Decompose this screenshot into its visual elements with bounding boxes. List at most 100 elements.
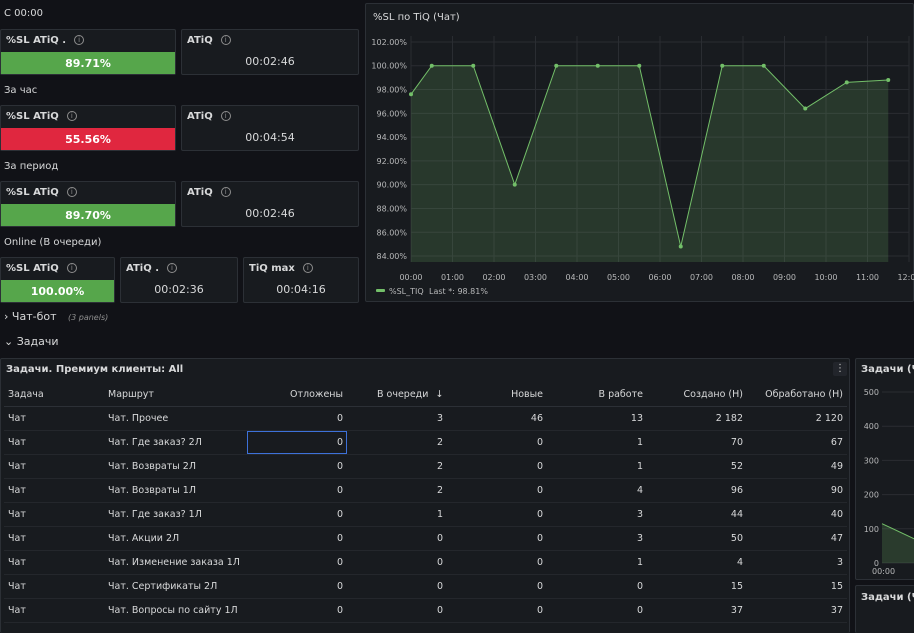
table-row[interactable]: Чат Чат. Где заказ? 1Л 0 1 0 3 44 40 [4, 502, 847, 527]
data-point[interactable] [512, 182, 517, 187]
cell-task: Чат [4, 430, 104, 455]
cell-new: 0 [447, 454, 547, 479]
stat-panel-since-atiq[interactable]: ATiQ i 00:02:46 [181, 29, 359, 75]
info-icon[interactable]: i [66, 263, 77, 273]
table-row[interactable]: Чат Чат. Вопросы по сайту 1Л 0 0 0 0 37 37 [4, 598, 847, 623]
cell-processed: 49 [747, 454, 847, 479]
stat-panel-since-sl[interactable]: %SL ATiQ . i 89.71% [0, 29, 176, 75]
sl-chart-panel[interactable]: %SL по TiQ (Чат) 84.00% 86.00% 88.00% 90.00… [365, 3, 914, 302]
stat-panel-online-sl[interactable]: %SL ATiQ i 100.00% [0, 257, 115, 303]
chart-legend[interactable]: %SL_TIQ Last *: 98.81% [376, 287, 488, 296]
column-header-in-queue[interactable]: В очереди ↓ [347, 383, 447, 407]
data-point[interactable] [471, 63, 476, 68]
info-icon[interactable]: i [167, 263, 177, 273]
table-row[interactable]: Чат Чат. Возвраты 2Л 0 2 0 1 52 49 [4, 454, 847, 479]
cell-processed: 2 120 [747, 406, 847, 431]
data-point[interactable] [803, 106, 808, 111]
cell-route: Чат. Акции 2Л [104, 526, 247, 551]
y-tick-label: 102.00% [371, 38, 407, 47]
cell-processed: 40 [747, 502, 847, 527]
data-point[interactable] [595, 63, 600, 68]
cell-in-progress: 1 [547, 430, 647, 455]
stat-panel-hour-atiq[interactable]: ATiQ i 00:04:54 [181, 105, 359, 151]
stat-panel-online-atiq[interactable]: ATiQ . i 00:02:36 [120, 257, 238, 303]
y-tick-label: 200 [864, 491, 879, 500]
column-header-in-progress[interactable]: В работе [547, 383, 647, 407]
data-point[interactable] [409, 92, 413, 97]
series-area [411, 65, 889, 262]
stat-title: %SL ATiQ [6, 187, 59, 198]
cell-in-progress: 4 [547, 478, 647, 503]
data-point[interactable] [637, 63, 642, 68]
cell-in-queue: 1 [347, 502, 447, 527]
cell-created: 96 [647, 478, 747, 503]
table-row[interactable]: Чат Чат. Возвраты 1Л 0 2 0 4 96 90 [4, 478, 847, 503]
stat-panel-period-sl[interactable]: %SL ATiQ i 89.70% [0, 181, 176, 227]
stat-panel-period-atiq[interactable]: ATiQ i 00:02:46 [181, 181, 359, 227]
column-header-postponed[interactable]: Отложены [247, 383, 347, 407]
cell-created: 50 [647, 526, 747, 551]
cell-processed: 90 [747, 478, 847, 503]
cell-in-progress: 0 [547, 574, 647, 599]
x-tick-label: 07:00 [690, 273, 713, 282]
cell-task: Чат [4, 598, 104, 623]
info-icon[interactable]: i [220, 111, 231, 121]
data-point[interactable] [844, 80, 849, 85]
data-point[interactable] [886, 78, 891, 83]
x-tick-label: 08:00 [731, 273, 754, 282]
section-hour-label: За час [4, 85, 38, 96]
stat-title: ATiQ [187, 111, 213, 122]
cell-postponed: 0 [247, 478, 347, 503]
cell-in-queue: 0 [347, 526, 447, 551]
menu-icon: ⋮ [835, 363, 845, 374]
row-chatbot[interactable]: › Чат-бот (3 panels) [4, 310, 108, 323]
cell-postponed: 0 [247, 454, 347, 479]
x-tick-label: 11:00 [856, 273, 879, 282]
cell-new: 0 [447, 598, 547, 623]
info-icon[interactable]: i [220, 187, 231, 197]
table-row[interactable]: Чат Чат. Прочее 0 3 46 13 2 182 2 120 [4, 406, 847, 431]
row-tasks[interactable]: ⌄ Задачи [4, 335, 59, 348]
cell-created: 15 [647, 574, 747, 599]
tasks-table-panel[interactable]: Задачи. Премиум клиенты: All ⋮ Задача Ма… [0, 358, 850, 633]
info-icon[interactable]: i [66, 187, 77, 197]
table-row[interactable]: Чат Чат. Где заказ? 2Л 0 2 0 1 70 67 [4, 430, 847, 455]
info-icon[interactable]: i [74, 35, 85, 45]
data-point[interactable] [720, 63, 725, 68]
column-header-task[interactable]: Задача [4, 383, 104, 407]
panel-menu-button[interactable]: ⋮ [833, 362, 847, 376]
row-tasks-title: Задачи [16, 335, 59, 348]
stat-panel-online-tiq-max[interactable]: TiQ max i 00:04:16 [243, 257, 359, 303]
column-header-new[interactable]: Новые [447, 383, 547, 407]
data-point[interactable] [429, 63, 434, 68]
x-tick-label: 09:00 [773, 273, 796, 282]
info-icon[interactable]: i [220, 35, 231, 45]
data-point[interactable] [761, 63, 766, 68]
tasks-chart-panel[interactable]: Задачи (Чат 500 400 300 200 100 0 00:00 [855, 358, 914, 580]
info-icon[interactable]: i [66, 111, 77, 121]
info-icon[interactable]: i [302, 263, 313, 273]
table-row[interactable]: Чат Чат. Сертификаты 2Л 0 0 0 0 15 15 [4, 574, 847, 599]
column-header-processed[interactable]: Обработано (Н) [747, 383, 847, 407]
table-row[interactable]: Чат Чат. Акции 2Л 0 0 0 3 50 47 [4, 526, 847, 551]
column-header-route[interactable]: Маршрут [104, 383, 247, 407]
section-period-label: За период [4, 161, 59, 172]
column-header-created[interactable]: Создано (Н) [647, 383, 747, 407]
table-title: Задачи. Премиум клиенты: All [6, 364, 184, 375]
data-point[interactable] [678, 244, 683, 249]
cell-task: Чат [4, 478, 104, 503]
stat-value-bar: 55.56% [1, 128, 175, 150]
sort-arrow-icon: ↓ [435, 389, 444, 400]
data-point[interactable] [554, 63, 559, 68]
cell-in-progress: 1 [547, 550, 647, 575]
legend-series-stat: Last *: 98.81% [429, 287, 488, 296]
table-row[interactable]: Чат Чат. Изменение заказа 1Л 0 0 0 1 4 3 [4, 550, 847, 575]
stat-title: TiQ max [249, 263, 295, 274]
tasks-chart-panel-2[interactable]: Задачи (Чат [855, 585, 914, 633]
y-tick-label: 96.00% [376, 109, 407, 118]
cell-created: 52 [647, 454, 747, 479]
cell-route: Чат. Прочее [104, 406, 247, 431]
stat-panel-hour-sl[interactable]: %SL ATiQ i 55.56% [0, 105, 176, 151]
cell-new: 0 [447, 574, 547, 599]
chart-title: %SL по TiQ (Чат) [373, 12, 460, 23]
